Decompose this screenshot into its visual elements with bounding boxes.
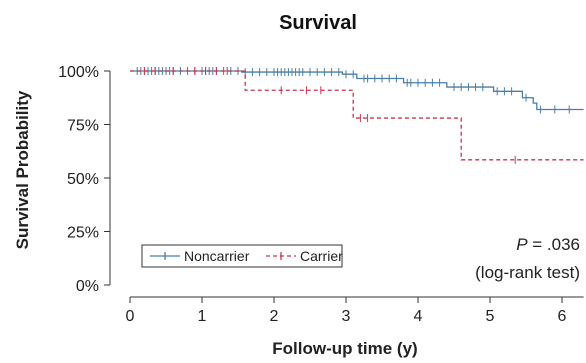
x-tick-label: 6	[558, 308, 567, 325]
p-value-text: = .036	[528, 235, 580, 254]
x-tick-label: 3	[342, 308, 351, 325]
y-axis-label: Survival Probability	[13, 90, 32, 249]
y-tick-label: 100%	[58, 64, 99, 81]
legend-noncarrier-label: Noncarrier	[184, 248, 250, 264]
chart-title: Survival	[279, 12, 357, 34]
y-tick-label: 75%	[67, 118, 99, 135]
y-tick-label: 25%	[67, 225, 99, 242]
noncarrier-survival-curve	[130, 70, 584, 111]
p-value-symbol: P	[516, 235, 528, 254]
x-axis-label: Follow-up time (y)	[272, 339, 417, 358]
x-tick-label: 1	[198, 308, 207, 325]
legend: Noncarrier Carrier	[141, 244, 343, 268]
x-tick-label: 0	[126, 308, 135, 325]
axes: 0% 25% 50% 75% 100% 0 1 2 3 4 5 6	[58, 64, 584, 325]
p-value-annotation: P = .036	[516, 235, 580, 254]
legend-box	[141, 244, 343, 268]
x-tick-label: 2	[270, 308, 279, 325]
legend-carrier-label: Carrier	[300, 248, 343, 264]
carrier-survival-curve	[130, 70, 584, 161]
y-tick-label: 50%	[67, 171, 99, 188]
log-rank-test-annotation: (log-rank test)	[475, 263, 580, 282]
x-tick-label: 5	[486, 308, 495, 325]
plot-area	[130, 67, 584, 164]
y-tick-label: 0%	[76, 278, 99, 295]
x-tick-label: 4	[414, 308, 423, 325]
